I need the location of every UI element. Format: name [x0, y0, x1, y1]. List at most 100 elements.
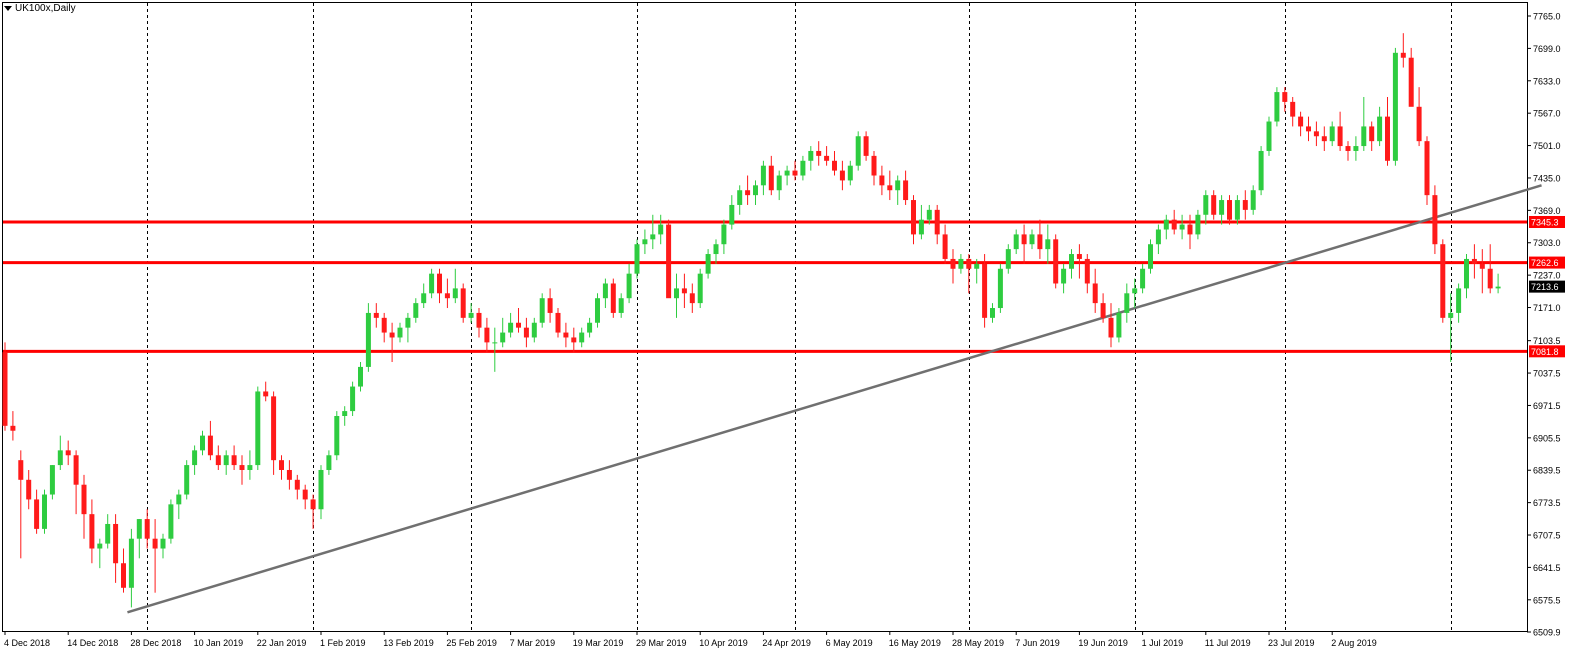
- candle: [1163, 214, 1169, 240]
- candle-body: [1266, 121, 1272, 151]
- x-tick-label: 19 Jun 2019: [1078, 638, 1128, 648]
- candle: [1369, 121, 1375, 151]
- candle: [1416, 87, 1422, 147]
- x-tick-label: 19 Mar 2019: [573, 638, 624, 648]
- candle: [1250, 185, 1256, 215]
- horizontal-levels[interactable]: [3, 220, 1527, 353]
- price-label-text: 7262.6: [1531, 258, 1559, 268]
- candle-body: [705, 254, 711, 274]
- candle: [1187, 214, 1193, 250]
- candle-body: [689, 293, 695, 304]
- candle-body: [1448, 312, 1454, 318]
- candle-body: [1416, 106, 1422, 142]
- candle: [942, 224, 948, 264]
- price-label-level: 7345.3: [1529, 215, 1565, 228]
- time-axis: 4 Dec 2018 14 Dec 2018 28 Dec 2018 10 Jan 2…: [4, 631, 1377, 648]
- candle: [650, 214, 656, 250]
- candle-body: [1045, 239, 1051, 250]
- candle-body: [958, 258, 964, 269]
- candle-body: [1069, 254, 1074, 269]
- candle-body: [555, 312, 561, 333]
- candle-body: [381, 317, 387, 333]
- candle: [832, 150, 837, 176]
- candle-body: [49, 465, 55, 495]
- candle-body: [1479, 263, 1485, 269]
- candle: [753, 180, 758, 205]
- candle: [302, 484, 308, 510]
- candle: [492, 327, 498, 372]
- candle-body: [895, 180, 901, 191]
- candle: [958, 254, 964, 274]
- candle: [1148, 239, 1153, 274]
- candle: [871, 150, 877, 186]
- candle-body: [136, 519, 142, 539]
- candle-body: [286, 469, 292, 480]
- candle: [1171, 209, 1177, 235]
- candle: [571, 327, 577, 353]
- candle-body: [128, 538, 134, 588]
- candle-body: [1456, 288, 1462, 313]
- candle: [342, 406, 348, 426]
- candle-body: [539, 298, 545, 323]
- dropdown-arrow-icon[interactable]: [4, 6, 12, 11]
- candle-body: [239, 465, 245, 470]
- candle-body: [1076, 254, 1082, 259]
- price-axis: 7765.0 7699.0 7633.0 7567.0 7501.0 7435.0 7369…: [1527, 12, 1561, 638]
- candle-body: [832, 160, 837, 171]
- candle: [365, 303, 371, 372]
- candle: [523, 317, 529, 348]
- x-tick-label: 7 Mar 2019: [510, 638, 556, 648]
- candle: [1013, 229, 1019, 255]
- candle-body: [500, 332, 506, 343]
- y-tick-label: 7633.0: [1533, 76, 1561, 86]
- candle: [1140, 263, 1146, 294]
- candle-body: [279, 460, 284, 470]
- candle-body: [642, 239, 648, 245]
- price-label-text: 7213.6: [1531, 282, 1559, 292]
- y-tick-label: 7765.0: [1533, 12, 1561, 22]
- candle-body: [1306, 126, 1311, 132]
- candle-body: [468, 312, 474, 318]
- candle: [429, 268, 435, 299]
- price-label-current: 7213.6: [1529, 280, 1565, 293]
- candle: [974, 258, 980, 284]
- candle: [595, 293, 600, 328]
- candle-body: [326, 455, 332, 470]
- candle-body: [602, 283, 608, 299]
- candle-body: [753, 185, 758, 196]
- candle-body: [65, 450, 71, 456]
- trendline-group[interactable]: [127, 184, 1542, 614]
- candle-body: [1148, 244, 1153, 269]
- candle-body: [776, 175, 782, 191]
- candle-body: [974, 263, 980, 269]
- candle-body: [508, 322, 514, 333]
- candle: [911, 195, 916, 245]
- candle: [215, 445, 221, 470]
- candle: [381, 312, 387, 343]
- candle-body: [1392, 52, 1398, 161]
- candle-body: [950, 258, 956, 269]
- candle: [895, 175, 901, 205]
- candle: [1361, 96, 1367, 151]
- candle-body: [1227, 200, 1232, 220]
- candle-body: [397, 327, 403, 338]
- candle-body: [871, 155, 877, 176]
- candle-body: [737, 190, 743, 205]
- candle: [855, 131, 861, 171]
- candle: [160, 533, 166, 559]
- candle: [318, 465, 324, 520]
- candle: [674, 273, 679, 318]
- candle-body: [1250, 190, 1256, 210]
- candle: [547, 288, 553, 323]
- candle-body: [294, 479, 300, 490]
- candle: [1400, 33, 1406, 68]
- candle-body: [1424, 141, 1430, 196]
- candle: [389, 322, 395, 363]
- candle-body: [966, 258, 972, 269]
- candle-body: [713, 244, 719, 255]
- candle-body: [745, 190, 751, 196]
- trendline[interactable]: [127, 184, 1542, 614]
- candle-body: [215, 455, 221, 466]
